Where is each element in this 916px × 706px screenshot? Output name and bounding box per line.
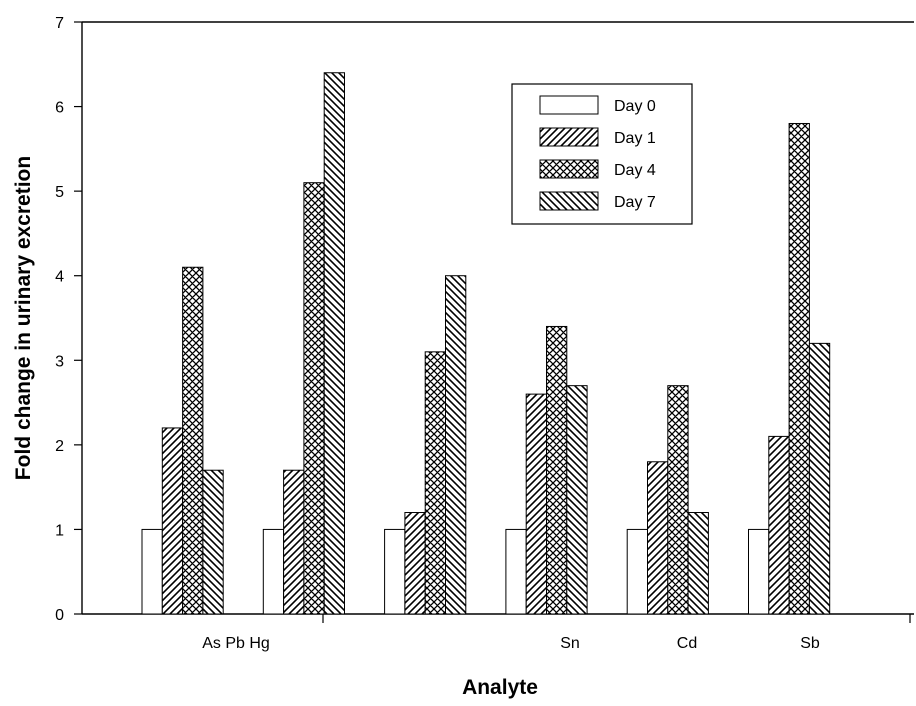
legend-swatch <box>539 191 599 211</box>
x-tick-label: Sb <box>800 635 820 652</box>
bar-series <box>141 72 831 615</box>
bar-day-7 <box>687 512 709 615</box>
legend-swatch <box>539 159 599 179</box>
y-tick-label: 6 <box>55 100 64 117</box>
bar-day-0 <box>262 528 285 615</box>
bar-day-0 <box>748 528 770 615</box>
bar-day-1 <box>404 512 426 615</box>
bar-day-4 <box>424 351 447 615</box>
bar-day-1 <box>525 393 548 615</box>
y-tick-label: 0 <box>55 607 64 624</box>
legend-swatch <box>539 95 599 115</box>
legend-label: Day 0 <box>614 98 656 115</box>
x-axis-ticks: As Pb Hg Sn Cd Sb <box>202 614 911 652</box>
bar-day-7 <box>323 72 346 615</box>
x-tick-label: Cd <box>677 635 697 652</box>
bar-day-7 <box>566 385 588 615</box>
legend: Day 0 Day 1 Day 4 Day 7 <box>511 83 693 225</box>
y-tick-label: 1 <box>55 522 64 539</box>
y-tick-label: 5 <box>55 184 64 201</box>
y-tick-label: 2 <box>55 438 64 455</box>
bar-day-7 <box>202 469 224 615</box>
legend-label: Day 4 <box>614 162 656 179</box>
bar-day-4 <box>303 182 325 615</box>
y-axis-ticks: 0 1 2 3 4 5 6 7 <box>55 15 82 624</box>
bar-day-7 <box>445 275 467 615</box>
y-axis-title: Fold change in urinary excretion <box>12 156 35 480</box>
bar-day-7 <box>808 342 831 615</box>
bar-day-0 <box>626 528 649 615</box>
bar-day-0 <box>505 528 527 615</box>
bar-day-1 <box>647 461 669 615</box>
bar-day-4 <box>546 325 568 615</box>
y-tick-label: 7 <box>55 15 64 32</box>
legend-box <box>511 83 693 225</box>
y-tick-label: 3 <box>55 353 64 370</box>
x-tick-label: Sn <box>560 635 580 652</box>
x-axis-title: Analyte <box>462 676 538 699</box>
legend-swatch <box>539 127 599 147</box>
x-tick-label: As Pb Hg <box>202 635 270 652</box>
legend-label: Day 1 <box>614 130 656 147</box>
bar-day-0 <box>384 528 406 615</box>
bar-day-1 <box>768 435 790 615</box>
bar-day-4 <box>788 122 810 615</box>
bar-day-4 <box>667 385 689 615</box>
bar-day-1 <box>161 427 184 615</box>
bar-day-4 <box>182 266 204 615</box>
bar-day-0 <box>141 528 163 615</box>
y-tick-label: 4 <box>55 269 64 286</box>
bar-day-1 <box>283 469 305 615</box>
legend-label: Day 7 <box>614 194 656 211</box>
